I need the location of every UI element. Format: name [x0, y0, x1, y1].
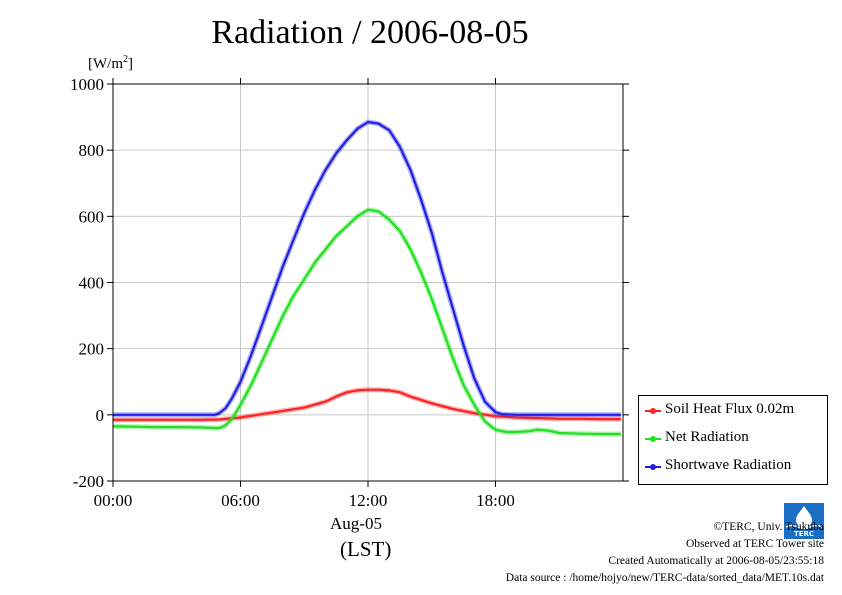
- series-line-shortwave-radiation: [113, 120, 621, 416]
- legend-item-soil: Soil Heat Flux 0.02m: [639, 401, 827, 421]
- legend-marker-soil: [650, 408, 656, 414]
- series-layer: [112, 119, 621, 437]
- footer-observed: Observed at TERC Tower site: [685, 538, 824, 550]
- y-tick-label: -200: [73, 472, 104, 491]
- footer-source: Data source : /home/hojyo/new/TERC-data/…: [505, 572, 824, 584]
- y-tick-label: 1000: [70, 75, 104, 94]
- x-tick-label: 18:00: [476, 491, 515, 510]
- x-axis-date-label: Aug-05: [330, 514, 382, 533]
- legend-item-shortwave: Shortwave Radiation: [639, 457, 827, 477]
- chart-title: Radiation / 2006-08-05: [211, 14, 529, 51]
- y-tick-label: 800: [79, 141, 105, 160]
- series-line-shortwave-radiation-band: [113, 119, 621, 418]
- footer-created: Created Automatically at 2006-08-05/23:5…: [608, 555, 824, 567]
- x-axis-timezone-label: (LST): [340, 537, 392, 561]
- x-tick-label: 00:00: [94, 491, 133, 510]
- tick-layer: -200 0 200 400 600 800 1000 00:00 06:00 12:00 18:0…: [70, 75, 629, 510]
- series-line-soil-heat-flux: [113, 388, 621, 421]
- y-axis-unit: [W/m2]: [88, 54, 133, 73]
- legend-item-net: Net Radiation: [639, 429, 827, 449]
- x-tick-label: 12:00: [349, 491, 388, 510]
- y-unit-close: ]: [128, 56, 133, 72]
- footer-copyright: ©TERC, Univ. Tsukuba: [713, 521, 824, 533]
- terc-logo-icon: TERC: [784, 503, 824, 539]
- series-line-net-radiation: [112, 208, 621, 436]
- y-tick-label: 200: [79, 340, 105, 359]
- y-tick-label: 0: [96, 406, 105, 425]
- series-line-net-radiation-band: [112, 207, 621, 437]
- y-tick-label: 400: [79, 274, 105, 293]
- legend-marker-shortwave: [650, 464, 656, 470]
- y-tick-label: 600: [79, 207, 105, 226]
- x-tick-label: 06:00: [221, 491, 260, 510]
- legend-label-soil: Soil Heat Flux 0.02m: [665, 401, 795, 417]
- y-unit-base: [W/m: [88, 56, 123, 72]
- y-unit-exponent: 2: [123, 54, 128, 65]
- logo-text: TERC: [794, 530, 814, 538]
- legend-marker-net: [650, 436, 656, 442]
- legend-label-shortwave: Shortwave Radiation: [665, 457, 792, 473]
- legend: Soil Heat Flux 0.02m Net Radiation Short…: [638, 395, 828, 485]
- legend-label-net: Net Radiation: [665, 429, 749, 445]
